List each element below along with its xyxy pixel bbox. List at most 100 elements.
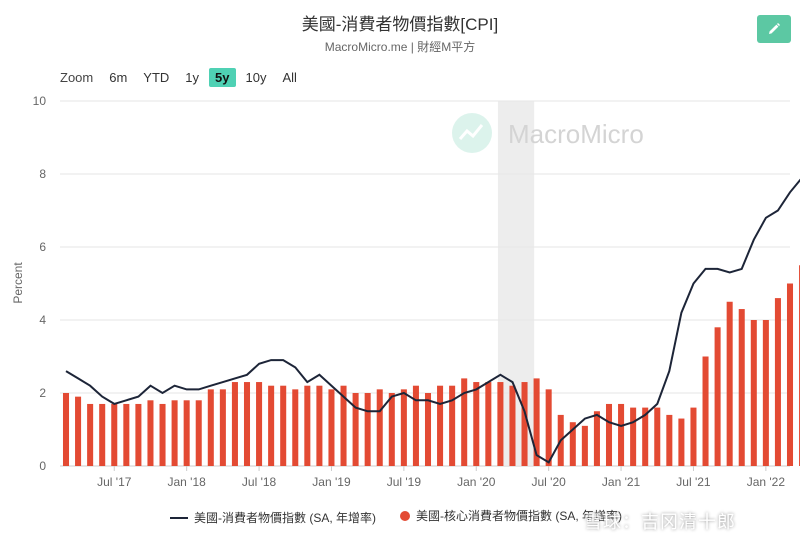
core-cpi-bar[interactable] [195, 400, 202, 466]
core-cpi-bar[interactable] [485, 382, 492, 466]
cpi-chart: MacroMicro 0 2 4 6 8 10 Jul '17 Jan '18 Jul '18… [11, 94, 800, 489]
core-cpi-bar[interactable] [243, 382, 251, 466]
core-cpi-bar[interactable] [256, 382, 263, 466]
x-tick-label: Jul '17 [97, 475, 132, 489]
y-tick-label: 0 [39, 459, 46, 473]
core-cpi-bar[interactable] [412, 385, 419, 466]
core-cpi-bar[interactable] [678, 418, 685, 466]
core-cpi-bar[interactable] [437, 385, 444, 466]
y-axis-ticks: 0 2 4 6 8 10 [33, 94, 47, 473]
core-cpi-bar[interactable] [461, 378, 468, 466]
cpi-line [65, 178, 800, 464]
core-cpi-bar[interactable] [654, 407, 661, 466]
brand-watermark-chart-icon [458, 124, 484, 140]
x-tick-label: Jul '19 [387, 475, 422, 489]
core-cpi-bar[interactable] [207, 389, 214, 466]
core-cpi-bar[interactable] [774, 298, 781, 466]
core-cpi-bar[interactable] [75, 396, 82, 466]
pencil-icon [769, 23, 780, 34]
x-tick-label: Jan '18 [168, 475, 207, 489]
core-cpi-bar[interactable] [690, 407, 697, 466]
y-tick-label: 4 [39, 313, 46, 327]
core-cpi-bar[interactable] [304, 385, 311, 466]
legend-label-core-cpi: 美國-核心消費者物價指數 (SA, 年增率) [416, 509, 622, 523]
legend-line-marker [170, 516, 188, 519]
zoom-label: Zoom [60, 69, 94, 85]
brand-watermark-text: MacroMicro [508, 119, 644, 149]
x-tick-label: Jan '20 [457, 475, 496, 489]
core-cpi-bar[interactable] [340, 385, 347, 466]
core-cpi-bar[interactable] [147, 400, 154, 466]
core-cpi-bar[interactable] [533, 378, 540, 466]
core-cpi-bar[interactable] [280, 385, 287, 466]
core-cpi-bar[interactable] [231, 382, 238, 466]
core-cpi-bar[interactable] [509, 385, 516, 466]
y-tick-label: 2 [39, 386, 46, 400]
core-cpi-bar[interactable] [183, 400, 190, 466]
x-tick-label: Jan '21 [602, 475, 641, 489]
core-cpi-bar[interactable] [111, 403, 118, 466]
core-cpi-bar[interactable] [87, 403, 94, 466]
x-tick-label: Jan '19 [312, 475, 351, 489]
range-selector: Zoom 6m YTD 1y 5y 10y All [60, 66, 307, 88]
core-cpi-bar[interactable] [545, 389, 552, 466]
brand-watermark-icon [452, 113, 492, 153]
x-tick-label: Jul '18 [242, 475, 277, 489]
core-cpi-bar[interactable] [328, 389, 335, 466]
core-cpi-bar[interactable] [135, 403, 142, 466]
legend-item-cpi[interactable]: 美國-消費者物價指數 (SA, 年增率) [170, 509, 376, 526]
recession-shading [497, 101, 535, 466]
core-cpi-bar[interactable] [388, 393, 395, 466]
x-tick-label: Jan '22 [747, 475, 786, 489]
range-button-1y[interactable]: 1y [185, 69, 200, 85]
range-button-10y[interactable]: 10y [245, 69, 267, 85]
x-tick-label: Jul '21 [676, 475, 711, 489]
core-cpi-bar[interactable] [762, 320, 769, 466]
core-cpi-bar[interactable] [702, 356, 709, 467]
core-cpi-bar[interactable] [376, 389, 383, 466]
core-cpi-bar[interactable] [171, 400, 178, 466]
y-tick-label: 8 [39, 167, 46, 181]
core-cpi-bar[interactable] [62, 393, 70, 466]
core-cpi-bar[interactable] [666, 414, 673, 466]
x-axis-ticks: Jul '17 Jan '18 Jul '18 Jan '19 Jul '19 Jan '… [97, 466, 785, 489]
core-cpi-bar[interactable] [714, 327, 721, 466]
core-cpi-bar[interactable] [352, 393, 359, 466]
core-cpi-bar[interactable] [630, 407, 637, 466]
core-cpi-bar[interactable] [642, 407, 649, 466]
core-cpi-bar[interactable] [292, 389, 299, 466]
core-cpi-bar[interactable] [449, 385, 456, 466]
core-cpi-bar[interactable] [569, 422, 576, 466]
core-cpi-bar[interactable] [618, 403, 625, 466]
corner-watermark: 雪球：吉冈清十郎 [584, 512, 736, 532]
x-tick-label: Jul '20 [532, 475, 567, 489]
legend-item-core-cpi[interactable]: 美國-核心消費者物價指數 (SA, 年增率) [400, 507, 622, 524]
core-cpi-bar[interactable] [123, 403, 130, 466]
legend-label-cpi: 美國-消費者物價指數 (SA, 年增率) [194, 511, 376, 525]
core-cpi-bar[interactable] [268, 385, 275, 466]
range-button-5y[interactable]: 5y [209, 67, 236, 87]
core-cpi-bar[interactable] [400, 389, 407, 466]
core-cpi-bar[interactable] [521, 382, 528, 466]
core-cpi-bar[interactable] [786, 283, 794, 467]
core-cpi-bar[interactable] [316, 385, 323, 466]
range-button-6m[interactable]: 6m [109, 69, 128, 85]
core-cpi-bar[interactable] [605, 403, 613, 466]
range-button-all[interactable]: All [282, 69, 297, 85]
core-cpi-bar[interactable] [750, 320, 757, 466]
range-button-ytd[interactable]: YTD [143, 69, 170, 85]
core-cpi-bar[interactable] [581, 425, 588, 466]
core-cpi-bar[interactable] [593, 411, 600, 466]
edit-button[interactable] [757, 15, 791, 43]
y-axis-label: Percent [11, 262, 25, 304]
core-cpi-bar[interactable] [99, 403, 106, 466]
core-cpi-bar[interactable] [473, 382, 480, 466]
core-cpi-bar[interactable] [726, 301, 733, 466]
core-cpi-bar[interactable] [219, 389, 226, 466]
core-cpi-bar[interactable] [424, 393, 432, 466]
core-cpi-bar[interactable] [364, 393, 371, 466]
core-cpi-bar[interactable] [159, 403, 166, 466]
core-cpi-bar[interactable] [497, 382, 504, 466]
core-cpi-bar[interactable] [738, 309, 745, 466]
y-tick-label: 10 [33, 94, 47, 108]
